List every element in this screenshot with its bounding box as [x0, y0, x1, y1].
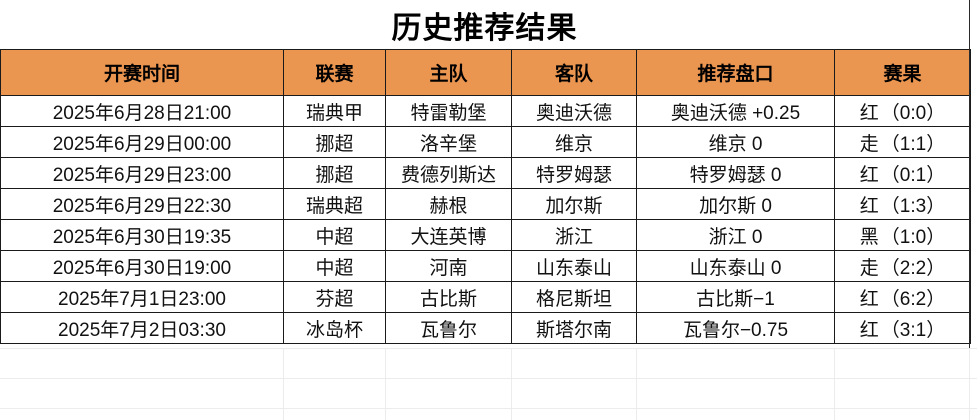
sheet-grid-line: [969, 348, 970, 420]
handicap-line-cell: 古比斯−1: [636, 281, 835, 313]
result-outcome-label: 走: [859, 133, 879, 155]
page-title-text: 历史推荐结果: [391, 11, 578, 45]
home-team-cell: 河南: [385, 250, 512, 282]
result-score: （3:1）: [880, 319, 946, 341]
league-cell: 中超: [283, 219, 386, 251]
league-cell: 中超: [283, 250, 386, 282]
column-header-result[interactable]: 赛果: [834, 49, 971, 96]
result-outcome-label: 走: [859, 257, 879, 279]
result-outcome-label: 红: [859, 288, 879, 310]
handicap-line-cell: 浙江 0: [636, 219, 835, 251]
sheet-right-rule: [969, 0, 970, 348]
result-score: （1:3）: [880, 195, 946, 217]
sheet-grid-line: [0, 348, 977, 349]
page-title: 历史推荐结果: [0, 0, 969, 49]
column-header-line[interactable]: 推荐盘口: [636, 49, 835, 96]
league-cell: 芬超: [283, 281, 386, 313]
league-cell: 挪超: [283, 157, 386, 189]
result-cell: 走（2:2）: [834, 250, 971, 282]
result-cell: 红（0:1）: [834, 157, 971, 189]
away-team-cell: 格尼斯坦: [511, 281, 637, 313]
sheet-grid-line: [834, 348, 835, 420]
home-team-cell: 费德列斯达: [385, 157, 512, 189]
handicap-line-cell: 特罗姆瑟 0: [636, 157, 835, 189]
away-team-cell: 斯塔尔南: [511, 312, 637, 344]
table-row[interactable]: 2025年6月28日21:00 瑞典甲 特雷勒堡 奥迪沃德 奥迪沃德 +0.25 红（0:…: [0, 95, 971, 127]
result-cell: 红（1:3）: [834, 188, 971, 220]
handicap-line-cell: 加尔斯 0: [636, 188, 835, 220]
result-score: （2:2）: [880, 257, 946, 279]
table-row[interactable]: 2025年6月30日19:35 中超 大连英博 浙江 浙江 0 黑（1:0）: [0, 219, 971, 251]
result-score: （1:0）: [880, 226, 946, 248]
result-outcome-label: 红: [859, 319, 879, 341]
result-outcome-label: 红: [859, 102, 879, 124]
result-score: （6:2）: [880, 288, 946, 310]
table-row[interactable]: 2025年6月29日00:00 挪超 洛辛堡 维京 维京 0 走（1:1）: [0, 126, 971, 158]
column-header-time[interactable]: 开赛时间: [0, 49, 284, 96]
column-header-home[interactable]: 主队: [385, 49, 512, 96]
history-recommendation-table: 开赛时间 联赛 主队 客队 推荐盘口 赛果 2025年6月28日21:00 瑞典甲…: [0, 49, 971, 344]
match-time-cell: 2025年7月2日03:30: [0, 312, 284, 344]
match-time-cell: 2025年7月1日23:00: [0, 281, 284, 313]
match-time-cell: 2025年6月30日19:35: [0, 219, 284, 251]
column-header-away[interactable]: 客队: [511, 49, 637, 96]
table-body: 2025年6月28日21:00 瑞典甲 特雷勒堡 奥迪沃德 奥迪沃德 +0.25 红（0:…: [0, 95, 971, 344]
away-team-cell: 维京: [511, 126, 637, 158]
league-cell: 冰岛杯: [283, 312, 386, 344]
home-team-cell: 赫根: [385, 188, 512, 220]
away-team-cell: 浙江: [511, 219, 637, 251]
away-team-cell: 奥迪沃德: [511, 95, 637, 127]
table-row[interactable]: 2025年6月29日23:00 挪超 费德列斯达 特罗姆瑟 特罗姆瑟 0 红（0:1）: [0, 157, 971, 189]
away-team-cell: 山东泰山: [511, 250, 637, 282]
result-outcome-label: 黑: [859, 226, 879, 248]
sheet-grid-line: [511, 348, 512, 420]
column-header-league[interactable]: 联赛: [283, 49, 386, 96]
result-cell: 红（0:0）: [834, 95, 971, 127]
table-row[interactable]: 2025年7月1日23:00 芬超 古比斯 格尼斯坦 古比斯−1 红（6:2）: [0, 281, 971, 313]
handicap-line-cell: 瓦鲁尔−0.75: [636, 312, 835, 344]
match-time-cell: 2025年6月28日21:00: [0, 95, 284, 127]
league-cell: 瑞典甲: [283, 95, 386, 127]
table-row[interactable]: 2025年6月29日22:30 瑞典超 赫根 加尔斯 加尔斯 0 红（1:3）: [0, 188, 971, 220]
sheet-grid-line: [0, 378, 977, 379]
handicap-line-cell: 奥迪沃德 +0.25: [636, 95, 835, 127]
table-row[interactable]: 2025年7月2日03:30 冰岛杯 瓦鲁尔 斯塔尔南 瓦鲁尔−0.75 红（3:1）: [0, 312, 971, 344]
sheet-grid-line: [636, 348, 637, 420]
result-cell: 红（3:1）: [834, 312, 971, 344]
match-time-cell: 2025年6月29日22:30: [0, 188, 284, 220]
result-cell: 走（1:1）: [834, 126, 971, 158]
handicap-line-cell: 维京 0: [636, 126, 835, 158]
table-header: 开赛时间 联赛 主队 客队 推荐盘口 赛果: [0, 49, 971, 96]
match-time-cell: 2025年6月30日19:00: [0, 250, 284, 282]
result-score: （0:0）: [880, 102, 946, 124]
result-outcome-label: 红: [859, 195, 879, 217]
home-team-cell: 瓦鲁尔: [385, 312, 512, 344]
sheet-grid-line: [385, 348, 386, 420]
result-cell: 红（6:2）: [834, 281, 971, 313]
sheet-grid-line: [283, 348, 284, 420]
away-team-cell: 特罗姆瑟: [511, 157, 637, 189]
home-team-cell: 洛辛堡: [385, 126, 512, 158]
home-team-cell: 特雷勒堡: [385, 95, 512, 127]
result-score: （1:1）: [880, 133, 946, 155]
home-team-cell: 古比斯: [385, 281, 512, 313]
league-cell: 挪超: [283, 126, 386, 158]
sheet-grid-line: [0, 408, 977, 409]
result-score: （0:1）: [880, 164, 946, 186]
league-cell: 瑞典超: [283, 188, 386, 220]
match-time-cell: 2025年6月29日00:00: [0, 126, 284, 158]
result-cell: 黑（1:0）: [834, 219, 971, 251]
match-time-cell: 2025年6月29日23:00: [0, 157, 284, 189]
table-row[interactable]: 2025年6月30日19:00 中超 河南 山东泰山 山东泰山 0 走（2:2）: [0, 250, 971, 282]
result-outcome-label: 红: [859, 164, 879, 186]
handicap-line-cell: 山东泰山 0: [636, 250, 835, 282]
away-team-cell: 加尔斯: [511, 188, 637, 220]
table-header-row: 开赛时间 联赛 主队 客队 推荐盘口 赛果: [0, 49, 971, 96]
home-team-cell: 大连英博: [385, 219, 512, 251]
